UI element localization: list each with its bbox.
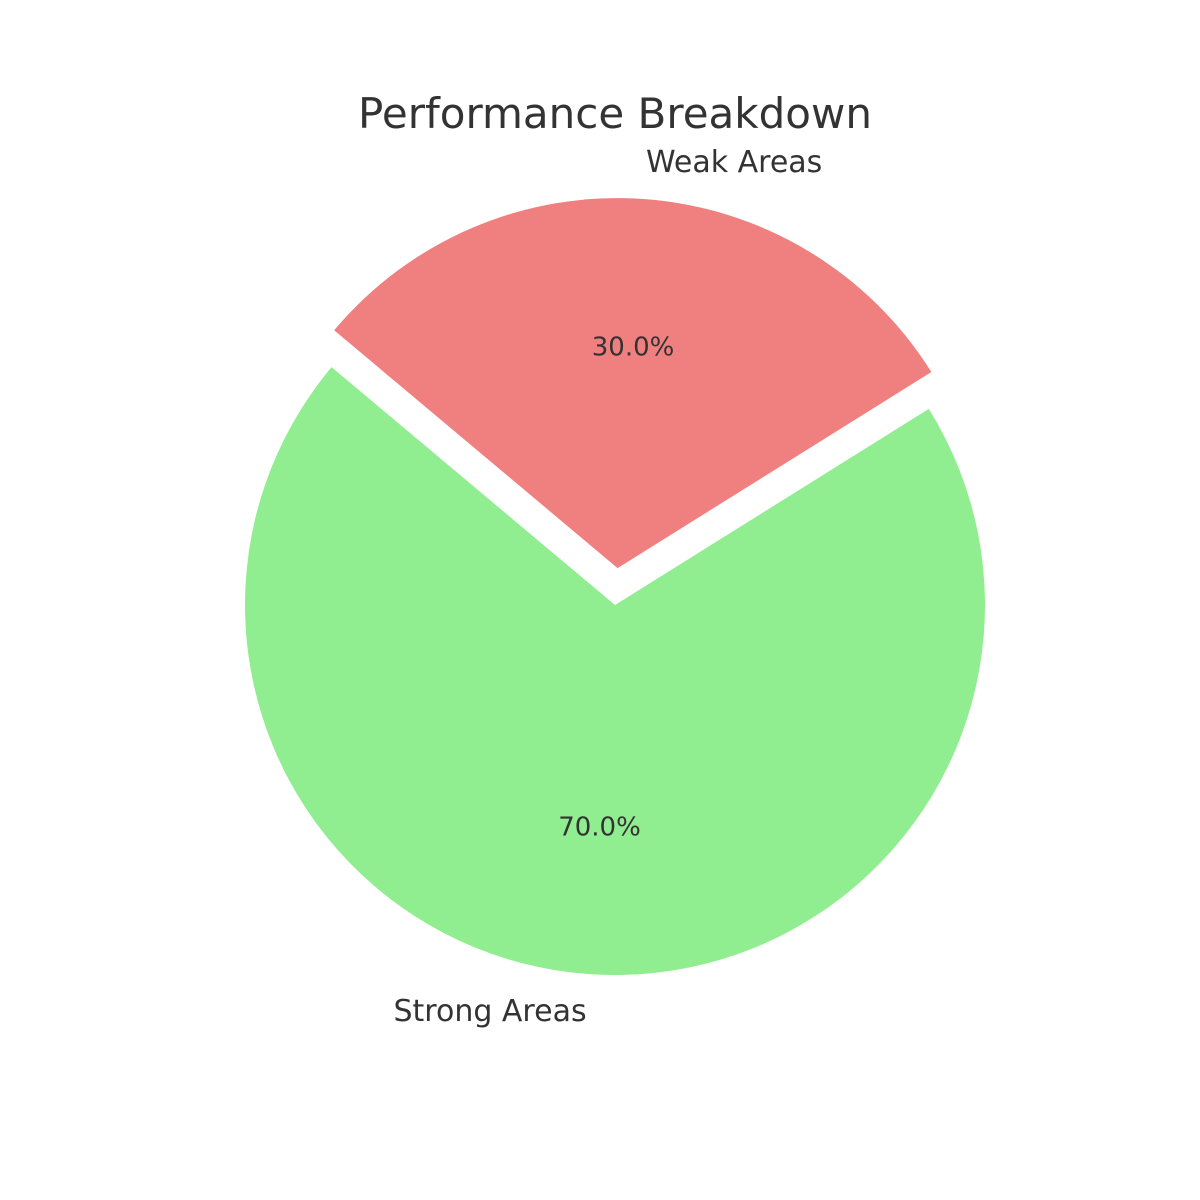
pie-labels: 30.0% Weak Areas 70.0% Strong Areas: [393, 145, 822, 1029]
pie-percent-label: 30.0%: [592, 333, 675, 363]
pie-category-label: Strong Areas: [393, 994, 586, 1029]
pie-slice-weak-areas: [334, 198, 932, 569]
pie-slice-strong-areas: [245, 367, 986, 976]
chart-title: Performance Breakdown: [358, 89, 872, 138]
pie-percent-label: 70.0%: [558, 812, 641, 842]
pie-slices: [245, 198, 986, 976]
pie-category-label: Weak Areas: [646, 145, 822, 180]
